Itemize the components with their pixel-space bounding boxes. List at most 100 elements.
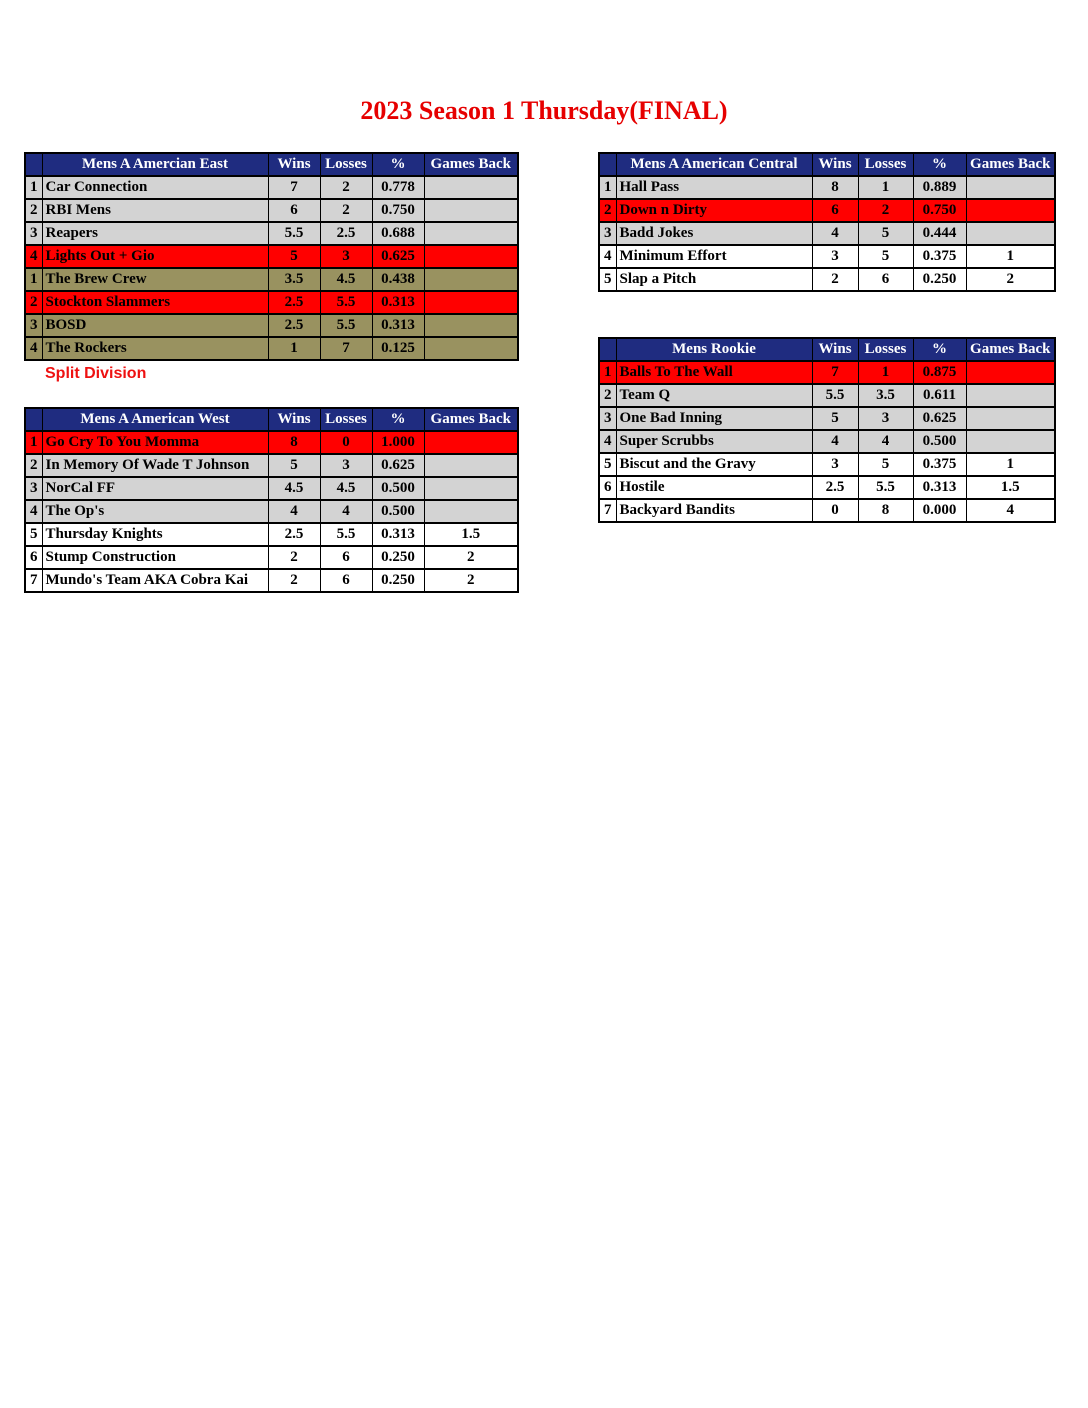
games-back-cell	[965, 198, 1056, 223]
games-back-cell	[423, 244, 519, 269]
games-back-cell: 4	[965, 498, 1056, 523]
wins-column-header: Wins	[811, 152, 859, 177]
losses-cell: 3	[319, 453, 373, 478]
losses-cell: 1	[857, 175, 914, 200]
split-division-label: Split Division	[45, 365, 147, 382]
games-back-column-header: Games Back	[965, 152, 1056, 177]
losses-cell: 5	[857, 221, 914, 246]
losses-cell: 2	[319, 175, 373, 200]
wins-cell: 4	[267, 499, 321, 524]
team-row: 2 Down n Dirty 6 2 0.750	[598, 198, 1056, 223]
games-back-cell: 1	[965, 244, 1056, 269]
pct-cell: 0.313	[371, 522, 425, 547]
team-name-cell: Team Q	[615, 383, 813, 408]
wins-cell: 0	[811, 498, 859, 523]
losses-cell: 4.5	[319, 476, 373, 501]
pct-cell: 0.313	[371, 313, 425, 338]
rank-cell: 3	[24, 221, 43, 246]
rank-cell: 4	[24, 499, 43, 524]
team-row: 1 Hall Pass 8 1 0.889	[598, 175, 1056, 200]
team-name-cell: Hall Pass	[615, 175, 813, 200]
losses-cell: 6	[319, 545, 373, 570]
wins-cell: 4.5	[267, 476, 321, 501]
wins-cell: 4	[811, 221, 859, 246]
losses-cell: 4	[857, 429, 914, 454]
games-back-cell	[423, 453, 519, 478]
standings-table-rookie: Mens Rookie Wins Losses% Games Back 1 Balls T…	[598, 337, 1056, 523]
wins-cell: 2.5	[267, 313, 321, 338]
rank-cell: 5	[24, 522, 43, 547]
games-back-column-header: Games Back	[423, 407, 519, 432]
pct-cell: 0.375	[912, 244, 967, 269]
team-row: 5 Slap a Pitch 2 6 0.250 2	[598, 267, 1056, 292]
team-name-cell: Minimum Effort	[615, 244, 813, 269]
standings-table-west: Mens A American West Wins Losses% Games Bac…	[24, 407, 519, 593]
wins-cell: 5.5	[811, 383, 859, 408]
losses-cell: 1	[857, 360, 914, 385]
wins-column-header: Wins	[811, 337, 859, 362]
pct-cell: 0.500	[371, 499, 425, 524]
wins-cell: 1	[267, 336, 321, 361]
team-row: 1 The Brew Crew 3.5 4.5 0.438	[24, 267, 519, 292]
team-name-cell: Mundo's Team AKA Cobra Kai	[41, 568, 269, 593]
header-row: Mens A Amercian East Wins Losses% Games Bac…	[24, 152, 519, 177]
losses-cell: 7	[319, 336, 373, 361]
games-back-column-header: Games Back	[423, 152, 519, 177]
rank-cell: 3	[598, 406, 617, 431]
team-name-cell: Super Scrubbs	[615, 429, 813, 454]
team-row: 6 Stump Construction 2 6 0.250 2	[24, 545, 519, 570]
wins-column-header: Wins	[267, 152, 321, 177]
games-back-cell	[423, 267, 519, 292]
rank-cell: 4	[24, 336, 43, 361]
team-row: 5 Thursday Knights 2.5 5.5 0.313 1.5	[24, 522, 519, 547]
pct-column-header: %	[371, 407, 425, 432]
rank-cell: 2	[598, 198, 617, 223]
losses-cell: 6	[319, 568, 373, 593]
wins-cell: 7	[267, 175, 321, 200]
wins-cell: 2.5	[267, 290, 321, 315]
team-name-cell: Badd Jokes	[615, 221, 813, 246]
losses-cell: 5.5	[319, 522, 373, 547]
pct-cell: 0.889	[912, 175, 967, 200]
rank-cell: 6	[24, 545, 43, 570]
team-name-cell: The Brew Crew	[41, 267, 269, 292]
games-back-cell: 2	[965, 267, 1056, 292]
rank-cell: 7	[598, 498, 617, 523]
pct-cell: 0.313	[371, 290, 425, 315]
rank-cell: 1	[24, 430, 43, 455]
games-back-cell	[423, 290, 519, 315]
losses-column-header: Losses	[319, 152, 373, 177]
wins-cell: 5	[267, 244, 321, 269]
pct-cell: 0.125	[371, 336, 425, 361]
pct-cell: 0.250	[371, 545, 425, 570]
losses-cell: 2	[319, 198, 373, 223]
pct-cell: 0.313	[912, 475, 967, 500]
team-row: 3 Badd Jokes 4 5 0.444	[598, 221, 1056, 246]
team-name-cell: In Memory Of Wade T Johnson	[41, 453, 269, 478]
wins-cell: 2	[267, 545, 321, 570]
page-title: 2023 Season 1 Thursday(FINAL)	[360, 96, 728, 125]
wins-cell: 2	[811, 267, 859, 292]
losses-cell: 5	[857, 244, 914, 269]
losses-cell: 2	[857, 198, 914, 223]
wins-column-header: Wins	[267, 407, 321, 432]
team-name-cell: The Rockers	[41, 336, 269, 361]
team-row: 4 Super Scrubbs 4 4 0.500	[598, 429, 1056, 454]
team-name-cell: Balls To The Wall	[615, 360, 813, 385]
rank-cell: 7	[24, 568, 43, 593]
header-row: Mens A American West Wins Losses% Games Bac…	[24, 407, 519, 432]
rank-column-header	[598, 152, 617, 177]
rank-cell: 4	[598, 429, 617, 454]
games-back-cell	[423, 221, 519, 246]
pct-cell: 1.000	[371, 430, 425, 455]
rank-cell: 5	[598, 452, 617, 477]
games-back-cell	[423, 175, 519, 200]
wins-cell: 5	[811, 406, 859, 431]
losses-cell: 5.5	[319, 313, 373, 338]
team-row: 1 Balls To The Wall 7 1 0.875	[598, 360, 1056, 385]
wins-cell: 3.5	[267, 267, 321, 292]
pct-cell: 0.688	[371, 221, 425, 246]
pct-cell: 0.375	[912, 452, 967, 477]
team-row: 7 Mundo's Team AKA Cobra Kai 2 6 0.250 2	[24, 568, 519, 593]
division-title: Mens A Amercian East	[41, 152, 269, 177]
